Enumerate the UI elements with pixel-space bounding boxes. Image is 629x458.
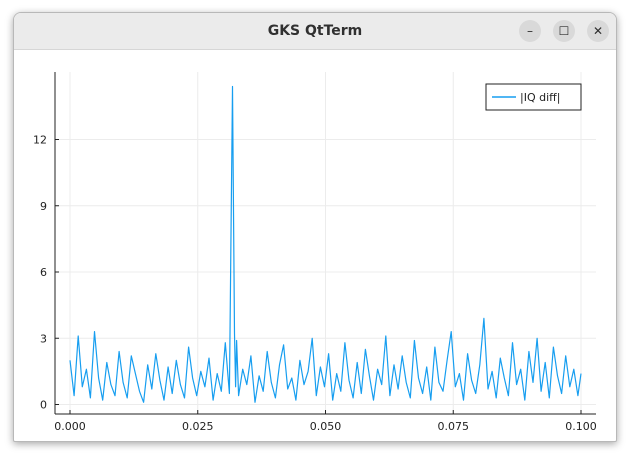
close-button[interactable]: ✕: [587, 20, 609, 42]
window-title: GKS QtTerm: [267, 23, 363, 39]
legend-label: |IQ diff|: [520, 91, 560, 104]
y-tick-label: 3: [40, 332, 47, 345]
minimize-button[interactable]: –: [519, 20, 541, 42]
y-tick-label: 12: [33, 134, 47, 147]
x-tick-label: 0.000: [54, 420, 86, 433]
x-tick-label: 0.100: [565, 420, 597, 433]
y-tick-label: 6: [40, 266, 47, 279]
x-tick-label: 0.025: [182, 420, 214, 433]
line-chart: 0.000 0.025 0.050 0.075 0.100 0 3 6 9 12 |IQ diff…: [33, 72, 597, 434]
plot-area: 0.000 0.025 0.050 0.075 0.100 0 3 6 9 12 |IQ diff…: [14, 50, 616, 441]
series-group: [69, 85, 582, 403]
x-tick-label: 0.075: [438, 420, 470, 433]
title-bar[interactable]: GKS QtTerm – ☐ ✕: [14, 13, 616, 50]
y-tick-label: 0: [40, 399, 47, 412]
maximize-button[interactable]: ☐: [553, 20, 575, 42]
legend: |IQ diff|: [485, 83, 582, 111]
x-tick-label: 0.050: [310, 420, 342, 433]
y-tick-label: 9: [40, 200, 47, 213]
axes: [54, 72, 596, 415]
tick-labels: 0.000 0.025 0.050 0.075 0.100 0 3 6 9 12: [33, 134, 597, 434]
series-line-0: [69, 85, 582, 403]
plot-window: GKS QtTerm – ☐ ✕ 0.000 0.025 0.050 0.075 0.1…: [13, 12, 617, 442]
